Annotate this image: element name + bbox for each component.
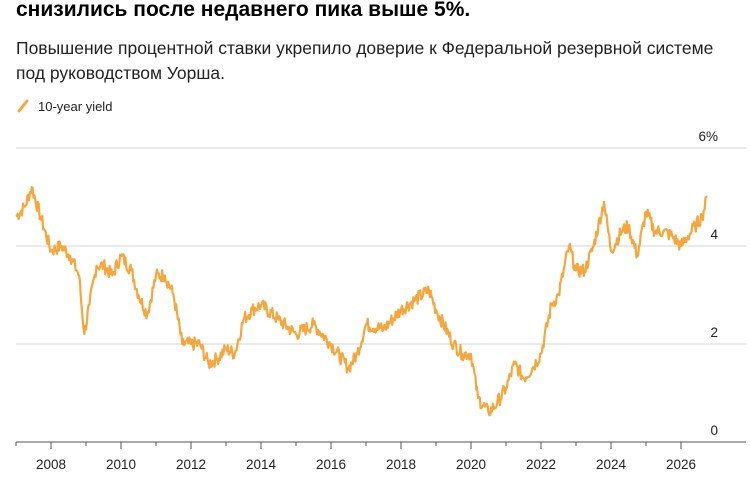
x-tick-label: 2012	[176, 457, 206, 472]
x-tick-label: 2016	[316, 457, 346, 472]
headline: снизились после недавнего пика выше 5%.	[16, 0, 471, 21]
legend-label: 10-year yield	[38, 98, 113, 114]
subtitle: Повышение процентной ставки укрепило дов…	[16, 38, 714, 83]
x-tick-label: 2020	[456, 457, 486, 472]
legend: 10-year yield	[16, 97, 112, 115]
legend-swatch-icon	[17, 99, 29, 113]
y-tick-label: 0	[710, 423, 718, 438]
y-tick-label: 2	[710, 325, 718, 340]
x-tick-label: 2010	[106, 457, 136, 472]
line-chart: 0 2 4 6% 2008 2010 2012 2014 2016 2018 2020 2022 202…	[15, 129, 746, 472]
series-line-0	[15, 186, 708, 417]
x-tick-label: 2018	[386, 457, 416, 472]
y-tick-label: 6%	[698, 129, 718, 144]
x-tick-label: 2022	[526, 457, 556, 472]
y-tick-label: 4	[710, 227, 718, 242]
x-tick-label: 2024	[596, 457, 627, 472]
x-tick-label: 2026	[666, 457, 696, 472]
x-tick-label: 2014	[246, 457, 277, 472]
x-tick-label: 2008	[36, 457, 66, 472]
